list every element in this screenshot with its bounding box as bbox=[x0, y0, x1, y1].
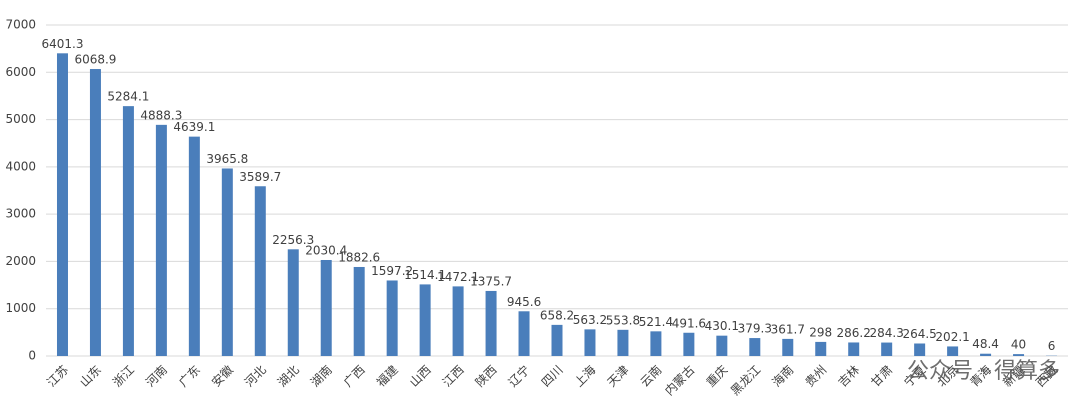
x-tick-label: 黑龙江 bbox=[728, 363, 763, 398]
x-tick-label: 海南 bbox=[769, 362, 797, 390]
x-tick-label: 湖北 bbox=[274, 362, 302, 390]
bar bbox=[815, 341, 827, 356]
y-tick-label: 3000 bbox=[5, 207, 36, 221]
bar bbox=[221, 168, 233, 356]
x-tick-label: 福建 bbox=[373, 362, 401, 390]
value-label: 1375.7 bbox=[470, 274, 512, 288]
x-tick-label: 吉林 bbox=[835, 363, 862, 390]
value-label: 40 bbox=[1011, 338, 1026, 352]
bar bbox=[518, 311, 530, 356]
x-tick-label: 山西 bbox=[407, 363, 434, 390]
bar bbox=[56, 53, 68, 356]
x-tick-label: 四川 bbox=[539, 363, 566, 390]
x-tick-label: 广西 bbox=[341, 363, 368, 390]
y-tick-label: 1000 bbox=[5, 301, 36, 315]
bar bbox=[452, 286, 464, 356]
bar bbox=[386, 280, 398, 356]
value-label: 491.6 bbox=[672, 316, 706, 330]
x-tick-label: 辽宁 bbox=[505, 362, 533, 390]
y-tick-label: 5000 bbox=[5, 112, 36, 126]
value-label: 4888.3 bbox=[140, 108, 182, 122]
bar bbox=[188, 136, 200, 356]
bar bbox=[485, 290, 497, 356]
x-tick-label: 江苏 bbox=[44, 363, 71, 390]
y-tick-label: 2000 bbox=[5, 254, 36, 268]
bar bbox=[89, 69, 101, 357]
value-label: 1597.2 bbox=[371, 264, 413, 278]
value-label: 4639.1 bbox=[173, 120, 215, 134]
y-tick-label: 0 bbox=[28, 349, 36, 363]
watermark: 公众号 · 得算多 bbox=[907, 359, 1060, 384]
bar bbox=[287, 249, 299, 356]
bar bbox=[980, 353, 992, 356]
x-tick-label: 浙江 bbox=[110, 363, 137, 390]
x-tick-label: 河北 bbox=[242, 363, 269, 390]
value-label: 6401.3 bbox=[41, 37, 83, 51]
bar bbox=[122, 106, 134, 356]
value-label: 5284.1 bbox=[107, 90, 149, 104]
x-tick-label: 山东 bbox=[77, 363, 104, 390]
value-label: 48.4 bbox=[972, 337, 999, 351]
bar bbox=[584, 329, 596, 356]
bar bbox=[650, 331, 662, 356]
y-tick-label: 6000 bbox=[5, 65, 36, 79]
bar bbox=[551, 324, 563, 356]
value-label: 1882.6 bbox=[338, 250, 380, 264]
value-label: 563.2 bbox=[573, 313, 607, 327]
x-tick-label: 安徽 bbox=[208, 362, 236, 390]
value-label: 3589.7 bbox=[239, 170, 281, 184]
value-label: 6068.9 bbox=[74, 53, 116, 67]
value-label: 202.1 bbox=[935, 330, 969, 344]
value-label: 2030.4 bbox=[305, 243, 347, 257]
value-label: 1514.1 bbox=[404, 268, 446, 282]
bar bbox=[1013, 354, 1025, 356]
bar bbox=[947, 346, 959, 356]
bar bbox=[848, 342, 860, 356]
value-label: 264.5 bbox=[902, 327, 936, 341]
value-label: 361.7 bbox=[771, 322, 805, 336]
x-tick-label: 内蒙古 bbox=[661, 362, 697, 398]
x-tick-label: 甘肃 bbox=[868, 363, 895, 390]
bar bbox=[683, 332, 695, 356]
x-tick-label: 广东 bbox=[176, 363, 203, 390]
value-label: 298 bbox=[809, 325, 832, 339]
value-label: 945.6 bbox=[507, 295, 541, 309]
bar bbox=[617, 329, 629, 356]
value-label: 286.2 bbox=[837, 326, 871, 340]
value-label: 379.3 bbox=[738, 322, 772, 336]
bar bbox=[914, 343, 926, 356]
bar bbox=[254, 186, 266, 356]
x-tick-label: 云南 bbox=[637, 362, 665, 390]
y-tick-label: 4000 bbox=[5, 159, 36, 173]
value-label: 553.8 bbox=[606, 313, 640, 327]
bar bbox=[716, 335, 728, 356]
bar bbox=[155, 124, 167, 356]
bar bbox=[419, 284, 431, 356]
bar bbox=[881, 342, 893, 356]
value-label: 430.1 bbox=[705, 319, 739, 333]
value-label: 2256.3 bbox=[272, 233, 314, 247]
value-label: 284.3 bbox=[869, 326, 903, 340]
value-label: 658.2 bbox=[540, 308, 574, 322]
x-tick-label: 贵州 bbox=[802, 363, 829, 390]
x-tick-label: 陕西 bbox=[472, 362, 500, 390]
bar bbox=[353, 266, 365, 356]
value-label: 521.4 bbox=[639, 315, 673, 329]
x-tick-label: 上海 bbox=[571, 362, 599, 390]
bar bbox=[320, 259, 332, 356]
bar bbox=[782, 338, 794, 356]
x-tick-label: 天津 bbox=[605, 363, 632, 390]
y-tick-label: 7000 bbox=[5, 18, 36, 32]
x-tick-label: 河南 bbox=[142, 362, 170, 390]
value-label: 3965.8 bbox=[206, 152, 248, 166]
value-label: 1472.1 bbox=[437, 270, 479, 284]
bar bbox=[749, 338, 761, 356]
x-tick-label: 江西 bbox=[440, 363, 467, 390]
x-tick-label: 重庆 bbox=[704, 363, 731, 390]
value-label: 6 bbox=[1048, 339, 1056, 353]
x-tick-label: 湖南 bbox=[307, 362, 335, 390]
